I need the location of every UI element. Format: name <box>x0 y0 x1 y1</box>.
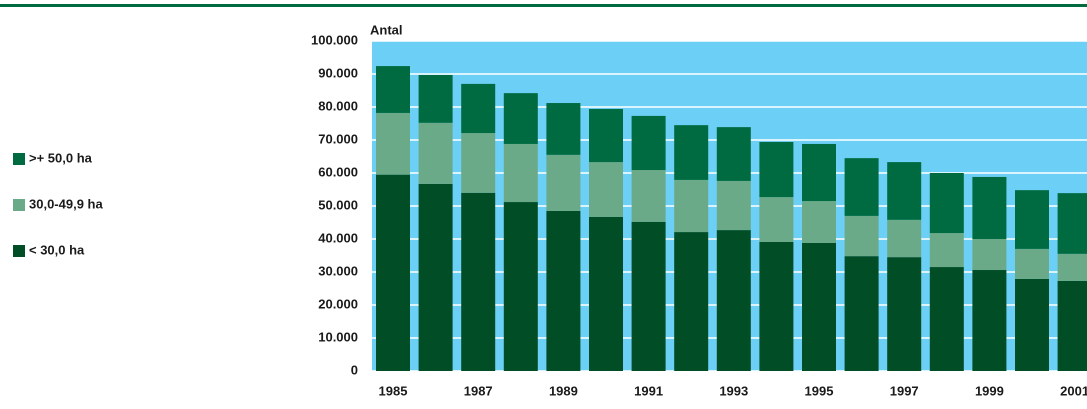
x-tick-label: 1999 <box>975 383 1004 398</box>
legend-swatch <box>13 245 25 257</box>
bar-segment <box>546 210 581 371</box>
bar-segment <box>461 192 496 371</box>
x-tick-label: 1995 <box>805 383 834 398</box>
y-tick-label: 90.000 <box>318 65 358 80</box>
y-axis-label: Antal <box>370 22 403 37</box>
bar-segment <box>887 257 922 371</box>
bar-segment <box>759 141 794 198</box>
legend-label: 30,0-49,9 ha <box>29 196 103 211</box>
y-tick-label: 80.000 <box>318 98 358 113</box>
bar-segment <box>802 242 836 371</box>
bar-segment <box>759 241 794 371</box>
x-tick-label: 1991 <box>634 383 663 398</box>
y-tick-label: 100.000 <box>311 32 358 47</box>
bar-segment <box>887 162 922 220</box>
bar-segment <box>802 143 836 202</box>
legend-swatch <box>13 153 25 165</box>
bar-segment <box>631 221 666 371</box>
x-tick-label: 2001 <box>1060 383 1087 398</box>
bar-segment <box>802 201 836 243</box>
bar-segment <box>1015 190 1049 249</box>
bar-segment <box>589 162 623 217</box>
bar-segment <box>589 108 623 163</box>
bar-segment <box>716 230 751 371</box>
bar-segment <box>546 154 581 211</box>
bar-segment <box>376 66 410 113</box>
bar-segment <box>759 197 794 242</box>
bar-segment <box>972 239 1007 271</box>
y-tick-label: 70.000 <box>318 131 358 146</box>
bar-segment <box>631 170 666 222</box>
bar-segment <box>1057 280 1087 371</box>
top-rule <box>0 4 1087 7</box>
bar-segment <box>376 174 410 371</box>
legend-label: >+ 50,0 ha <box>29 150 93 165</box>
bar-segment <box>1015 278 1049 371</box>
bar-segment <box>503 93 538 144</box>
y-tick-label: 10.000 <box>318 329 358 344</box>
bar-segment <box>1057 193 1087 254</box>
bar-segment <box>716 127 751 181</box>
y-tick-label: 20.000 <box>318 296 358 311</box>
bar-segment <box>376 112 410 175</box>
y-tick-label: 50.000 <box>318 197 358 212</box>
y-tick-label: 0 <box>351 362 358 377</box>
bar-segment <box>589 216 623 371</box>
bar-segment <box>674 179 709 233</box>
x-tick-label: 1989 <box>549 383 578 398</box>
bar-segment <box>972 270 1007 371</box>
bar-segment <box>461 83 496 134</box>
bar-segment <box>418 74 453 123</box>
bar-segment <box>503 202 538 371</box>
bar-segment <box>929 267 964 371</box>
bar-segment <box>674 232 709 371</box>
bar-segment <box>1015 248 1049 279</box>
x-tick-label: 1997 <box>890 383 919 398</box>
bar-segment <box>844 158 879 216</box>
bar-segment <box>929 173 964 234</box>
y-tick-label: 30.000 <box>318 263 358 278</box>
legend-label: < 30,0 ha <box>29 242 85 257</box>
bar-segment <box>546 103 581 155</box>
bar-segment <box>844 215 879 257</box>
bar-segment <box>844 256 879 371</box>
y-tick-label: 40.000 <box>318 230 358 245</box>
bar-segment <box>929 233 964 268</box>
x-tick-label: 1993 <box>719 383 748 398</box>
bar-segment <box>631 115 666 171</box>
bar-segment <box>418 122 453 184</box>
bar-segment <box>503 143 538 203</box>
bar-segment <box>716 180 751 231</box>
bar-segment <box>972 176 1007 239</box>
x-tick-label: 1985 <box>379 383 408 398</box>
bar-segment <box>1057 253 1087 281</box>
bar-segment <box>674 125 709 180</box>
bar-segment <box>418 183 453 371</box>
y-tick-label: 60.000 <box>318 164 358 179</box>
legend-swatch <box>13 199 25 211</box>
x-tick-label: 1987 <box>464 383 493 398</box>
bar-segment <box>461 133 496 193</box>
bar-segment <box>887 219 922 258</box>
